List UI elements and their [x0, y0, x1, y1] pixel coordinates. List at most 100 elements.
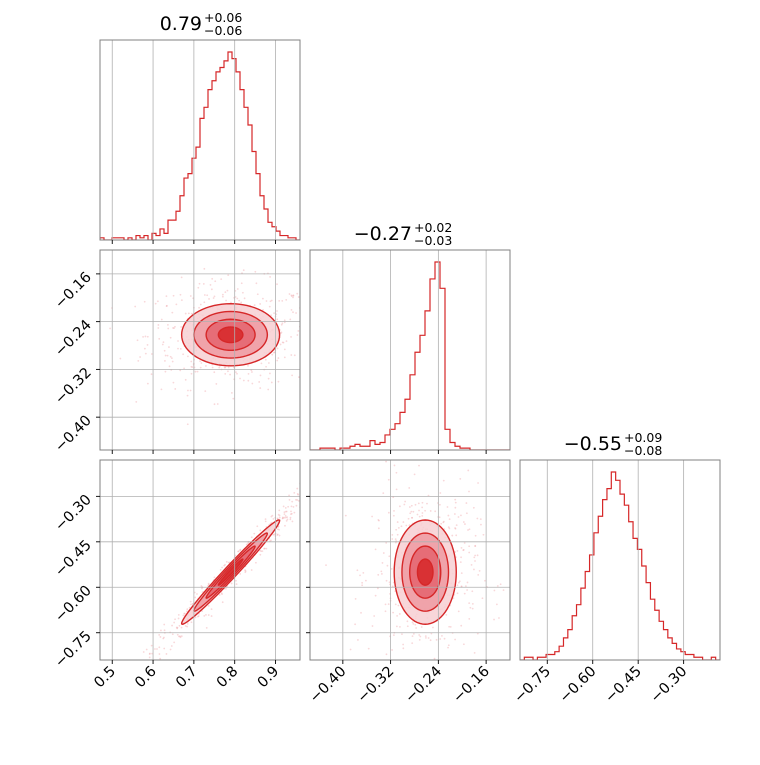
scatter-point	[209, 284, 212, 286]
scatter-point	[301, 335, 303, 337]
scatter-point	[278, 514, 281, 517]
scatter-point	[453, 513, 456, 515]
scatter-point	[400, 525, 403, 528]
scatter-point	[139, 356, 141, 358]
scatter-point	[412, 632, 415, 635]
scatter-point	[397, 604, 400, 607]
scatter-point	[263, 547, 266, 550]
scatter-point	[251, 382, 254, 385]
scatter-point	[315, 479, 317, 481]
y-tick-label: −0.32	[52, 365, 95, 408]
scatter-point	[447, 526, 450, 529]
contour-level	[217, 326, 244, 344]
scatter-point	[462, 643, 465, 646]
scatter-point	[391, 649, 393, 651]
scatter-point	[323, 344, 325, 346]
scatter-point	[260, 550, 263, 553]
scatter-point	[292, 506, 295, 508]
scatter-point	[282, 505, 285, 508]
scatter-point	[480, 523, 482, 526]
scatter-point	[169, 648, 172, 651]
scatter-point	[414, 623, 417, 626]
scatter-point	[284, 514, 287, 517]
scatter-point	[267, 362, 270, 364]
scatter-point	[302, 504, 304, 506]
scatter-point	[426, 502, 428, 505]
scatter-point	[290, 510, 292, 513]
scatter-point	[479, 518, 482, 521]
scatter-point	[212, 297, 215, 299]
scatter-point	[145, 648, 148, 651]
scatter-point	[344, 514, 347, 517]
scatter-point	[408, 487, 411, 489]
scatter-point	[290, 336, 292, 338]
scatter-point	[225, 560, 228, 563]
scatter-point	[478, 569, 481, 572]
scatter-point	[164, 354, 167, 357]
scatter-point	[105, 699, 107, 701]
scatter-point	[471, 590, 474, 593]
scatter-point	[168, 346, 170, 348]
scatter-point	[259, 374, 262, 377]
scatter-point	[424, 635, 427, 638]
scatter-point	[178, 624, 181, 627]
scatter-point	[213, 403, 216, 406]
scatter-point	[298, 376, 300, 379]
scatter-point	[263, 547, 266, 550]
scatter-point	[421, 512, 424, 514]
scatter-point	[176, 627, 179, 630]
scatter-point	[173, 641, 176, 644]
scatter-point	[221, 593, 223, 596]
title-upper-error: +0.09	[624, 430, 662, 445]
scatter-point	[179, 293, 182, 296]
scatter-point	[281, 341, 284, 344]
y-tick-label: −0.24	[52, 317, 95, 360]
scatter-point	[289, 516, 292, 519]
scatter-point	[410, 504, 413, 507]
scatter-point	[160, 629, 162, 632]
scatter-point	[223, 564, 226, 567]
scatter-point	[196, 615, 199, 618]
scatter-point	[482, 533, 485, 536]
scatter-point	[186, 608, 189, 611]
scatter-point	[270, 539, 272, 542]
scatter-point	[463, 542, 466, 544]
scatter-point	[175, 303, 178, 306]
scatter-point	[281, 517, 284, 520]
scatter-point	[418, 668, 420, 670]
scatter-point	[314, 467, 316, 469]
scatter-point	[174, 618, 176, 621]
scatter-point	[471, 607, 474, 610]
panel-content	[105, 467, 327, 701]
scatter-point	[167, 323, 169, 326]
scatter-point	[295, 312, 297, 314]
scatter-point	[126, 688, 128, 690]
scatter-point	[371, 625, 374, 627]
scatter-point	[290, 295, 293, 298]
y-tick-label: −0.16	[52, 269, 95, 312]
scatter-point	[295, 498, 297, 501]
x-tick-label: 0.9	[255, 664, 283, 692]
scatter-point	[206, 294, 209, 297]
scatter-point	[429, 510, 432, 512]
scatter-point	[142, 651, 145, 653]
scatter-point	[170, 645, 173, 647]
scatter-point	[144, 352, 147, 355]
scatter-point	[150, 644, 153, 647]
scatter-point	[172, 381, 175, 384]
scatter-point	[454, 527, 456, 529]
scatter-point	[221, 566, 223, 569]
scatter-point	[325, 479, 327, 481]
scatter-point	[473, 568, 475, 571]
scatter-point	[166, 354, 169, 357]
scatter-point	[296, 292, 299, 295]
scatter-point	[411, 516, 413, 519]
scatter-point	[474, 554, 477, 557]
scatter-point	[179, 636, 182, 639]
scatter-point	[261, 297, 264, 300]
scatter-point	[281, 517, 284, 520]
scatter-point	[162, 637, 165, 640]
scatter-point	[442, 520, 445, 523]
scatter-point	[415, 666, 417, 668]
scatter-point	[398, 505, 401, 508]
